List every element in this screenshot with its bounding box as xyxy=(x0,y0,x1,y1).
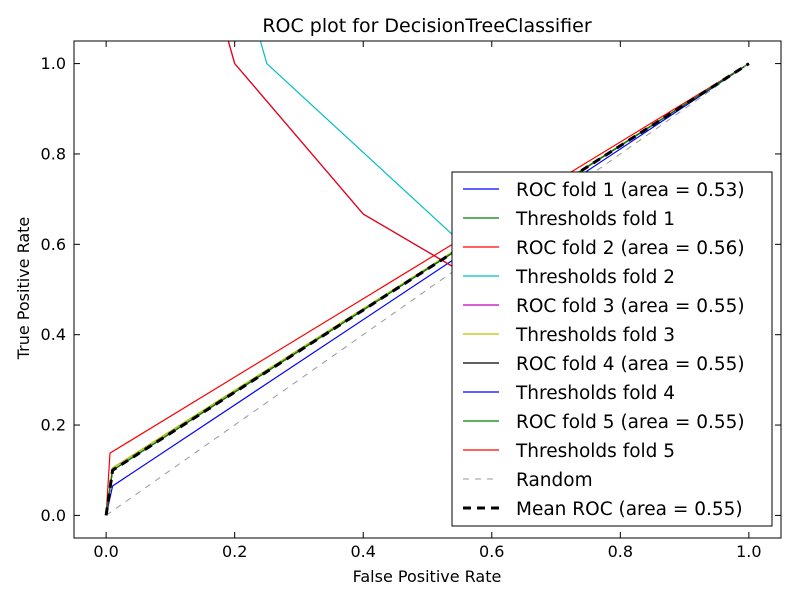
x-tick-label: 0.6 xyxy=(479,542,504,561)
y-tick-label: 1.0 xyxy=(41,54,66,73)
legend-entry-label: ROC fold 1 (area = 0.53) xyxy=(516,180,745,201)
x-tick-label: 0.8 xyxy=(608,542,633,561)
legend-entry-label: Thresholds fold 2 xyxy=(515,267,675,288)
plot-frame xyxy=(73,40,782,539)
legend-entry-label: ROC fold 2 (area = 0.56) xyxy=(516,238,745,259)
legend-entry-label: Thresholds fold 3 xyxy=(515,325,675,346)
y-tick-label: 0.0 xyxy=(41,506,66,525)
legend-box xyxy=(451,171,773,527)
legend-entry-label: Thresholds fold 1 xyxy=(515,209,675,230)
y-tick-label: 0.8 xyxy=(41,144,66,163)
legend-entry-label: Random xyxy=(516,470,593,491)
legend-entry-label: ROC fold 5 (area = 0.55) xyxy=(516,412,745,433)
x-tick-label: 0.0 xyxy=(93,542,118,561)
x-tick-label: 1.0 xyxy=(736,542,761,561)
axes-layer: 0.0 0.2 0.4 0.6 0.8 1.0 0.0 0.2 0.4 0.6 0.8 1.0 xyxy=(41,40,782,561)
chart-title: ROC plot for DecisionTreeClassifier xyxy=(262,15,591,37)
y-axis-label: True Positive Rate xyxy=(14,217,33,361)
legend: ROC fold 1 (area = 0.53) Thresholds fold … xyxy=(451,171,773,527)
y-tick-label: 0.2 xyxy=(41,416,66,435)
y-tick-label: 0.6 xyxy=(41,235,66,254)
x-tick-label: 0.2 xyxy=(222,542,247,561)
legend-entry-label: Thresholds fold 5 xyxy=(515,441,675,462)
legend-entry-label: Thresholds fold 4 xyxy=(515,383,675,404)
y-tick-label: 0.4 xyxy=(41,325,66,344)
legend-entry-label: ROC fold 3 (area = 0.55) xyxy=(516,296,745,317)
legend-entry-label: ROC fold 4 (area = 0.55) xyxy=(516,354,745,375)
series-line-10 xyxy=(227,41,493,291)
x-axis-label: False Positive Rate xyxy=(353,567,502,586)
x-tick-label: 0.4 xyxy=(351,542,376,561)
legend-entry-label: Mean ROC (area = 0.55) xyxy=(516,499,743,520)
